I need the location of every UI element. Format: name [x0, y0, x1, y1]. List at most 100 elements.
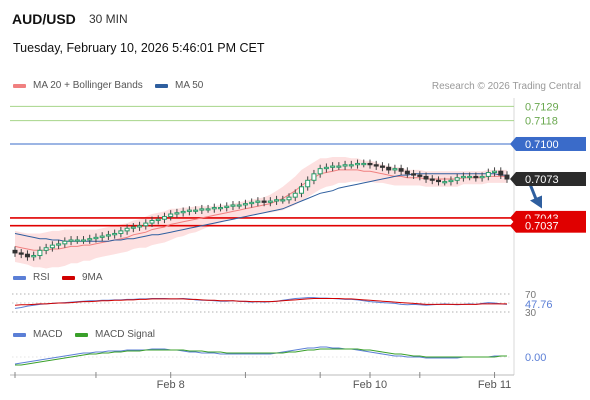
legend-macd-signal: MACD Signal — [75, 329, 155, 340]
candle — [454, 173, 460, 185]
candle — [155, 215, 161, 225]
candle — [504, 171, 510, 183]
candle-body — [442, 181, 448, 184]
candle — [87, 234, 93, 244]
time-label: Feb 8 — [157, 379, 185, 391]
rsi-ma-legend-label: 9MA — [82, 272, 103, 283]
candle-body — [56, 243, 62, 246]
macd-legend-label: MACD — [33, 329, 63, 340]
candle — [118, 226, 124, 238]
candle — [373, 160, 379, 170]
candle-body — [311, 173, 317, 181]
candle — [417, 171, 423, 181]
time-label: Feb 11 — [478, 379, 511, 391]
candle-body — [373, 164, 379, 167]
candle — [12, 246, 18, 257]
candle-body — [342, 164, 348, 167]
chart-datetime: Tuesday, February 10, 2026 5:46:01 PM CE… — [13, 41, 265, 55]
candle-body — [261, 200, 267, 203]
candle-body — [174, 212, 180, 215]
candle — [261, 197, 267, 207]
timeframe-label: 30 MIN — [89, 12, 128, 26]
candle-body — [224, 205, 230, 209]
candle — [37, 246, 43, 260]
rsi-swatch — [13, 275, 26, 280]
candle-body — [12, 249, 18, 254]
ma20-legend-label: MA 20 + Bollinger Bands — [33, 80, 143, 91]
candle — [404, 167, 410, 178]
candle-body — [68, 239, 74, 242]
level-label: 0.7073 — [525, 174, 559, 186]
candle-body — [249, 201, 255, 205]
candle-body — [242, 203, 248, 206]
candle — [174, 208, 180, 218]
candle-body — [305, 179, 311, 188]
level-badge-pointer — [510, 218, 516, 233]
candle-body — [404, 170, 410, 175]
candle — [392, 164, 398, 174]
candle — [124, 224, 130, 235]
candle — [479, 172, 485, 182]
candle-body — [460, 175, 466, 179]
macd-zero-label: 0.00 — [525, 352, 546, 364]
candle-body — [467, 175, 473, 179]
candle — [292, 189, 298, 202]
rsi-last-value: 47.76 — [525, 299, 553, 311]
candle-body — [186, 209, 192, 212]
candle — [18, 249, 24, 259]
candle — [323, 163, 329, 173]
candle-body — [193, 209, 199, 212]
ma20-swatch — [13, 83, 26, 88]
candle — [342, 160, 348, 170]
candle-body — [155, 218, 161, 221]
candle — [498, 167, 504, 179]
legend-macd: MACD — [13, 329, 62, 340]
macd-signal-swatch — [75, 332, 88, 337]
candle — [168, 210, 174, 221]
level-label: 0.7037 — [525, 221, 559, 233]
level-badge — [516, 136, 586, 151]
candle-body — [435, 179, 441, 183]
level-label: 0.7100 — [525, 139, 559, 151]
candle-body — [454, 177, 460, 181]
candle-body — [504, 174, 510, 180]
candle-body — [392, 168, 398, 171]
candle — [186, 206, 192, 216]
candle-body — [292, 192, 298, 198]
symbol-title: AUD/USD — [12, 11, 76, 27]
candle — [492, 167, 498, 177]
candle-body — [112, 232, 118, 236]
legend-rsi: RSI — [13, 272, 50, 283]
candle — [68, 236, 74, 246]
candle — [423, 172, 429, 183]
macd-signal-legend-label: MACD Signal — [95, 329, 156, 340]
candle — [105, 230, 111, 240]
candle-body — [298, 186, 304, 194]
candle — [435, 176, 441, 186]
candle — [411, 169, 417, 179]
legend-ma50: MA 50 — [155, 80, 203, 91]
rsi-ma-line — [14, 298, 507, 306]
candle — [298, 182, 304, 198]
candle — [398, 164, 404, 176]
candle-body — [492, 170, 498, 174]
ma50-line — [14, 173, 507, 242]
candle — [56, 239, 62, 250]
candle-body — [236, 204, 242, 207]
candle-body — [24, 253, 30, 258]
candle-body — [74, 239, 80, 242]
candle-body — [398, 168, 404, 172]
candle — [161, 212, 167, 224]
level-badge — [516, 172, 586, 186]
candle-body — [161, 216, 167, 220]
legend-ma20: MA 20 + Bollinger Bands — [13, 80, 143, 91]
time-label: Feb 10 — [353, 379, 387, 391]
candle — [112, 229, 118, 239]
candle-body — [18, 252, 24, 255]
candle — [199, 204, 205, 215]
candle — [317, 164, 323, 178]
candle — [336, 162, 342, 170]
candle-body — [37, 249, 43, 257]
candle — [280, 195, 286, 204]
